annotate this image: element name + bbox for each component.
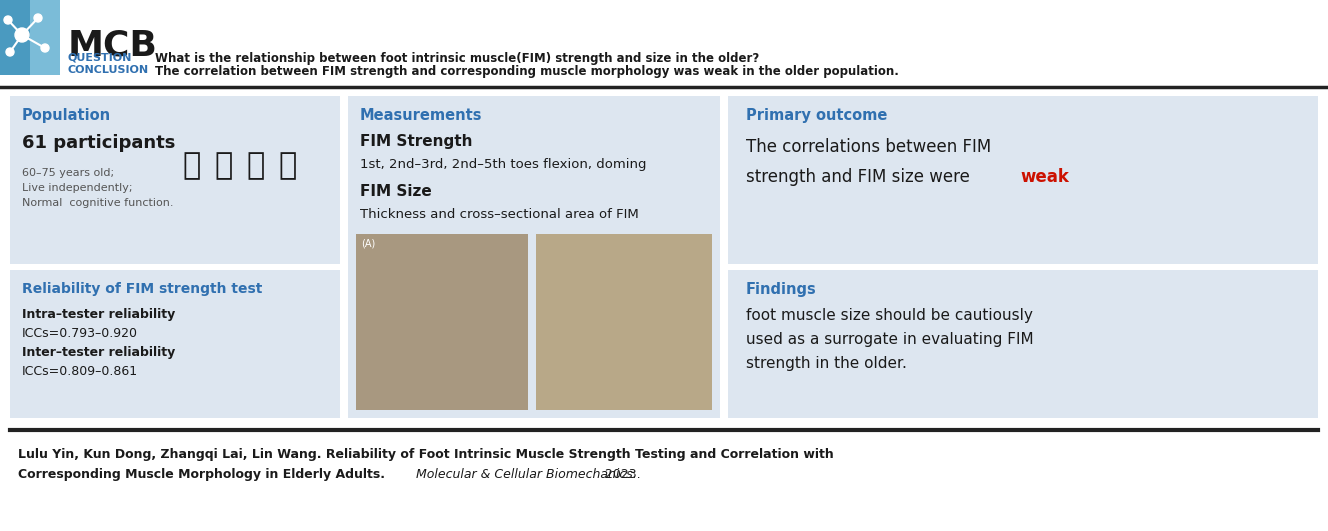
Text: (A): (A) [361, 239, 376, 249]
Text: 61 participants: 61 participants [23, 134, 175, 152]
Circle shape [7, 48, 15, 56]
Text: strength in the older.: strength in the older. [746, 356, 907, 371]
Text: Normal  cognitive function.: Normal cognitive function. [23, 198, 174, 208]
Text: Intra–tester reliability: Intra–tester reliability [23, 308, 175, 321]
Text: Primary outcome: Primary outcome [746, 108, 887, 123]
Text: Findings: Findings [746, 282, 817, 297]
Text: ⛹: ⛹ [278, 151, 296, 180]
Text: FIM Strength: FIM Strength [360, 134, 473, 149]
Text: QUESTION: QUESTION [68, 52, 133, 62]
Text: ⛹: ⛹ [182, 151, 201, 180]
Bar [728, 96, 1317, 264]
Bar [728, 270, 1317, 418]
Text: ⛹: ⛹ [246, 151, 264, 180]
Text: The correlation between FIM strength and corresponding muscle morphology was wea: The correlation between FIM strength and… [155, 65, 899, 78]
Text: foot muscle size should be cautiously: foot muscle size should be cautiously [746, 308, 1033, 323]
Text: ⛹: ⛹ [214, 151, 232, 180]
Text: 1st, 2nd–3rd, 2nd–5th toes flexion, doming: 1st, 2nd–3rd, 2nd–5th toes flexion, domi… [360, 158, 647, 171]
Text: FIM Size: FIM Size [360, 184, 432, 199]
Bar [0, 0, 31, 75]
Text: ICCs=0.793–0.920: ICCs=0.793–0.920 [23, 327, 138, 340]
Bar [0, 0, 60, 75]
Text: Lulu Yin, Kun Dong, Zhangqi Lai, Lin Wang. Reliability of Foot Intrinsic Muscle : Lulu Yin, Kun Dong, Zhangqi Lai, Lin Wan… [19, 448, 834, 461]
Text: MCB: MCB [68, 28, 158, 62]
Text: Thickness and cross–sectional area of FIM: Thickness and cross–sectional area of FI… [360, 208, 639, 221]
Text: used as a surrogate in evaluating FIM: used as a surrogate in evaluating FIM [746, 332, 1033, 347]
Text: Molecular & Cellular Biomechanics.: Molecular & Cellular Biomechanics. [416, 468, 636, 481]
Text: weak: weak [1020, 168, 1069, 186]
Text: 2023.: 2023. [602, 468, 640, 481]
Text: Population: Population [23, 108, 112, 123]
Bar [348, 96, 720, 418]
Circle shape [4, 16, 12, 24]
Text: ICCs=0.809–0.861: ICCs=0.809–0.861 [23, 365, 138, 378]
Circle shape [15, 28, 29, 42]
Text: 60–75 years old;: 60–75 years old; [23, 168, 114, 178]
Bar [11, 96, 340, 264]
Text: What is the relationship between foot intrinsic muscle(FIM) strength and size in: What is the relationship between foot in… [155, 52, 760, 65]
Text: Corresponding Muscle Morphology in Elderly Adults.: Corresponding Muscle Morphology in Elder… [19, 468, 389, 481]
Text: strength and FIM size were: strength and FIM size were [746, 168, 975, 186]
Circle shape [41, 44, 49, 52]
Circle shape [35, 14, 42, 22]
Text: Reliability of FIM strength test: Reliability of FIM strength test [23, 282, 263, 296]
Text: The correlations between FIM: The correlations between FIM [746, 138, 991, 156]
Bar [356, 234, 529, 410]
Bar [11, 270, 340, 418]
Bar [537, 234, 712, 410]
Text: Live independently;: Live independently; [23, 183, 133, 193]
Text: Measurements: Measurements [360, 108, 482, 123]
Text: Inter–tester reliability: Inter–tester reliability [23, 346, 175, 359]
Text: CONCLUSION: CONCLUSION [68, 65, 149, 75]
